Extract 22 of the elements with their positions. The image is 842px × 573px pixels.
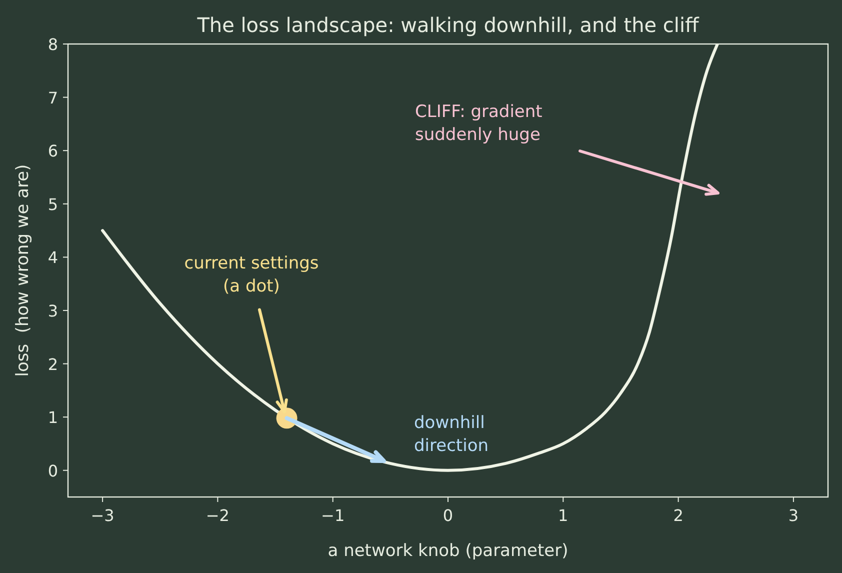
x-tick-label: −1	[321, 506, 345, 525]
chart-title: The loss landscape: walking downhill, and the cliff	[196, 13, 700, 37]
y-tick-label: 7	[48, 88, 58, 108]
x-tick-label: 0	[442, 506, 454, 525]
x-tick-label: −2	[206, 506, 230, 525]
x-tick-label: 1	[558, 506, 568, 525]
y-tick-label: 8	[48, 35, 58, 54]
x-tick-label: 3	[788, 506, 799, 525]
y-tick-label: 3	[48, 301, 58, 320]
annotation: CLIFF: gradient suddenly huge	[415, 102, 543, 145]
y-tick-label: 5	[48, 194, 58, 214]
y-tick-label: 0	[48, 461, 58, 480]
x-tick-label: −3	[90, 506, 114, 525]
y-tick-label: 4	[48, 248, 58, 268]
y-tick-label: 1	[48, 408, 58, 428]
x-axis-title: a network knob (parameter)	[328, 541, 568, 561]
y-tick-label: 2	[48, 354, 58, 374]
y-tick-label: 6	[48, 142, 58, 161]
x-tick-label: 2	[673, 506, 684, 525]
annotation: downhill direction	[414, 413, 488, 456]
y-axis-title: loss (how wrong we are)	[13, 164, 33, 377]
annotation: current settings (a dot)	[184, 254, 319, 297]
